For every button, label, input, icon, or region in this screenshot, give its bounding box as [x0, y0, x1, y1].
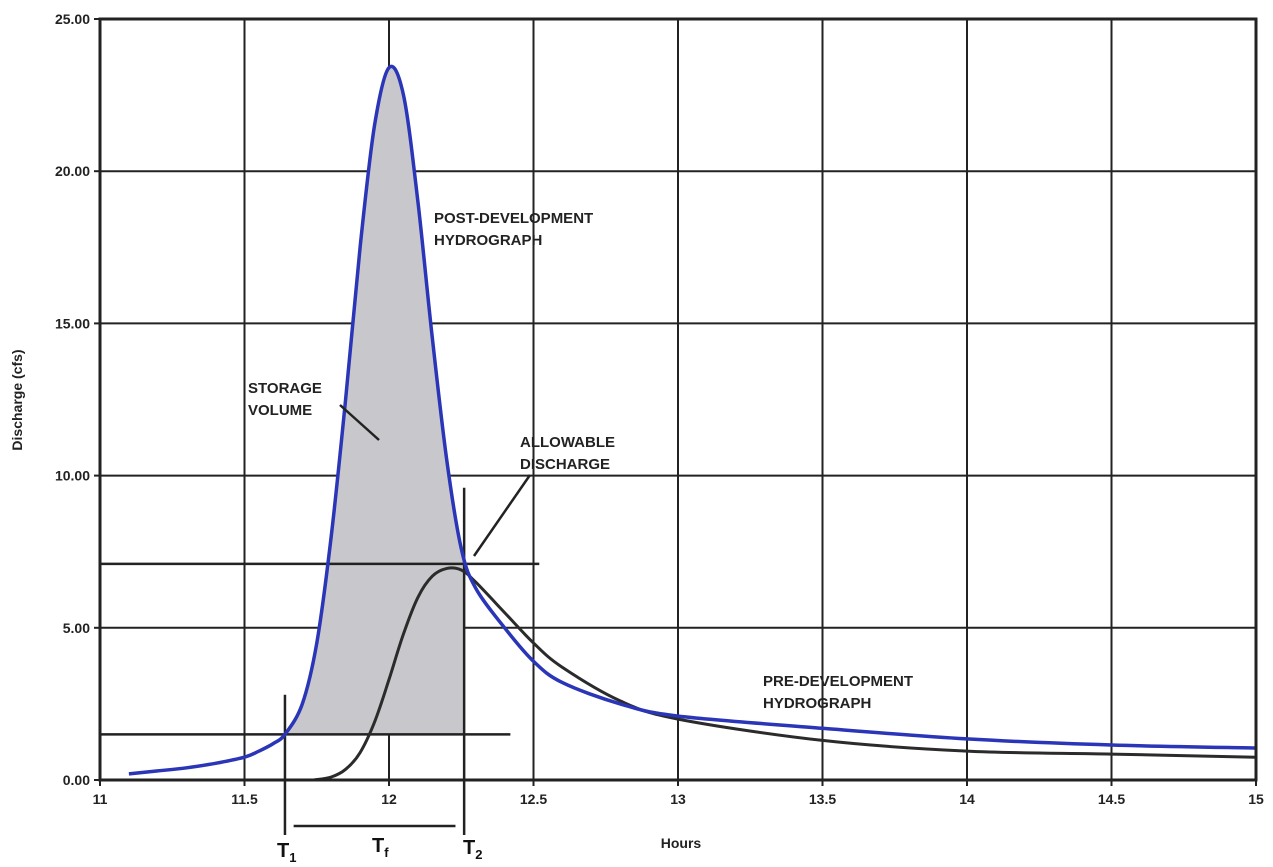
pre-development-hydrograph-line [313, 566, 1257, 782]
x-tick-label: 14 [959, 791, 975, 807]
y-tick-label: 20.00 [55, 163, 90, 179]
x-tick-label: 11.5 [231, 791, 258, 807]
axis-ticks: 11 11.5 12 12.5 13 13.5 14 14.5 15 0.00 5.00 10.00 1… [55, 11, 1264, 807]
x-tick-label: 13.5 [809, 791, 836, 807]
x-tick-label: 12 [381, 791, 397, 807]
allowable-discharge-label-line1: ALLOWABLE [520, 434, 615, 451]
allowable-discharge-label-line2: DISCHARGE [520, 456, 610, 473]
post-development-hydrograph-line [128, 64, 1257, 776]
y-tick-label: 10.00 [55, 468, 90, 484]
x-tick-label: 13 [670, 791, 686, 807]
post-dev-label-line1: POST-DEVELOPMENT [434, 210, 593, 227]
storage-volume-label-line2: VOLUME [248, 402, 312, 419]
x-tick-label: 12.5 [520, 791, 547, 807]
x-tick-label: 14.5 [1098, 791, 1125, 807]
tf-label: Tf [372, 835, 389, 860]
t2-label: T2 [463, 837, 482, 862]
x-axis-label: Hours [661, 835, 702, 851]
y-tick-label: 15.00 [55, 315, 90, 331]
storage-volume-label-line1: STORAGE [248, 380, 322, 397]
y-axis-label: Discharge (cfs) [9, 349, 25, 450]
y-tick-label: 5.00 [63, 620, 90, 636]
x-tick-label: 15 [1248, 791, 1264, 807]
post-dev-label-line2: HYDROGRAPH [434, 232, 542, 249]
allowable-discharge-leader [472, 474, 532, 557]
x-tick-label: 11 [93, 791, 108, 807]
y-tick-label: 25.00 [55, 11, 90, 27]
t1-label: T1 [277, 840, 296, 865]
pre-dev-label-line1: PRE-DEVELOPMENT [763, 673, 913, 690]
y-tick-label: 0.00 [63, 772, 90, 788]
storage-volume-leader [339, 404, 380, 441]
pre-dev-label-line2: HYDROGRAPH [763, 695, 871, 712]
